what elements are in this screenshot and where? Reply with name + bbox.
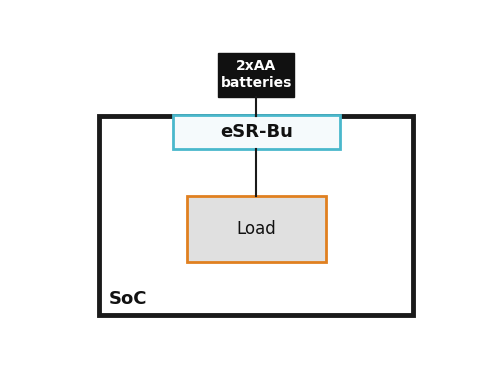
FancyBboxPatch shape (100, 116, 413, 315)
FancyBboxPatch shape (173, 115, 340, 149)
FancyBboxPatch shape (218, 52, 294, 97)
Text: Load: Load (236, 220, 276, 238)
Text: eSR-Bu: eSR-Bu (220, 123, 292, 141)
Text: 2xAA
batteries: 2xAA batteries (220, 60, 292, 90)
FancyBboxPatch shape (186, 196, 326, 262)
Text: SoC: SoC (109, 290, 148, 308)
